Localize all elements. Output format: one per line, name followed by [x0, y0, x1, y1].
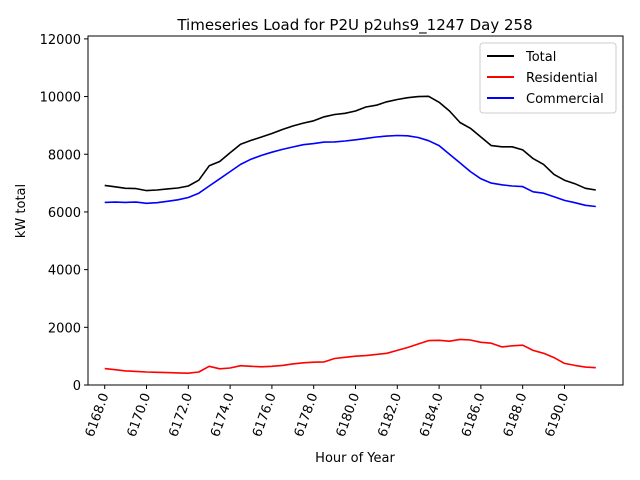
- x-tick-label: 6186.0: [459, 391, 489, 439]
- chart-title: Timeseries Load for P2U p2uhs9_1247 Day …: [176, 16, 532, 35]
- y-axis-label: kW total: [14, 184, 29, 238]
- x-tick-label: 6176.0: [250, 391, 280, 439]
- legend-label: Residential: [526, 71, 598, 86]
- x-tick-label: 6168.0: [83, 391, 113, 439]
- y-tick-label: 10000: [40, 91, 81, 106]
- series-lines: [104, 95, 596, 375]
- y-axis: 0 2000 4000 6000 8000 10000 12000: [40, 33, 88, 394]
- y-tick-label: 8000: [48, 148, 81, 163]
- x-tick-label: 6190.0: [543, 391, 573, 439]
- y-tick-label: 12000: [40, 33, 81, 48]
- y-tick-label: 0: [73, 379, 81, 394]
- series-line-residential: [104, 338, 596, 375]
- x-tick-label: 6172.0: [166, 391, 196, 439]
- x-tick-label: 6170.0: [125, 391, 155, 439]
- y-tick-label: 2000: [48, 321, 81, 336]
- x-axis-label: Hour of Year: [315, 451, 395, 466]
- legend-label: Total: [525, 50, 556, 65]
- x-tick-label: 6184.0: [417, 391, 447, 439]
- x-tick-label: 6174.0: [208, 391, 238, 439]
- x-tick-label: 6182.0: [375, 391, 405, 439]
- series-line-commercial: [104, 134, 596, 208]
- legend: Total Residential Commercial: [479, 42, 617, 114]
- x-axis: 6168.0 6170.0 6172.0 6174.0 6176.0 6178.0 6180…: [83, 385, 572, 439]
- x-tick-label: 6178.0: [292, 391, 322, 439]
- x-tick-label: 6180.0: [334, 391, 364, 439]
- y-tick-label: 6000: [48, 206, 81, 221]
- x-tick-label: 6188.0: [501, 391, 531, 439]
- legend-label: Commercial: [526, 92, 604, 107]
- legend-box: [479, 42, 617, 114]
- series-line-total: [104, 95, 596, 192]
- y-tick-label: 4000: [48, 264, 81, 279]
